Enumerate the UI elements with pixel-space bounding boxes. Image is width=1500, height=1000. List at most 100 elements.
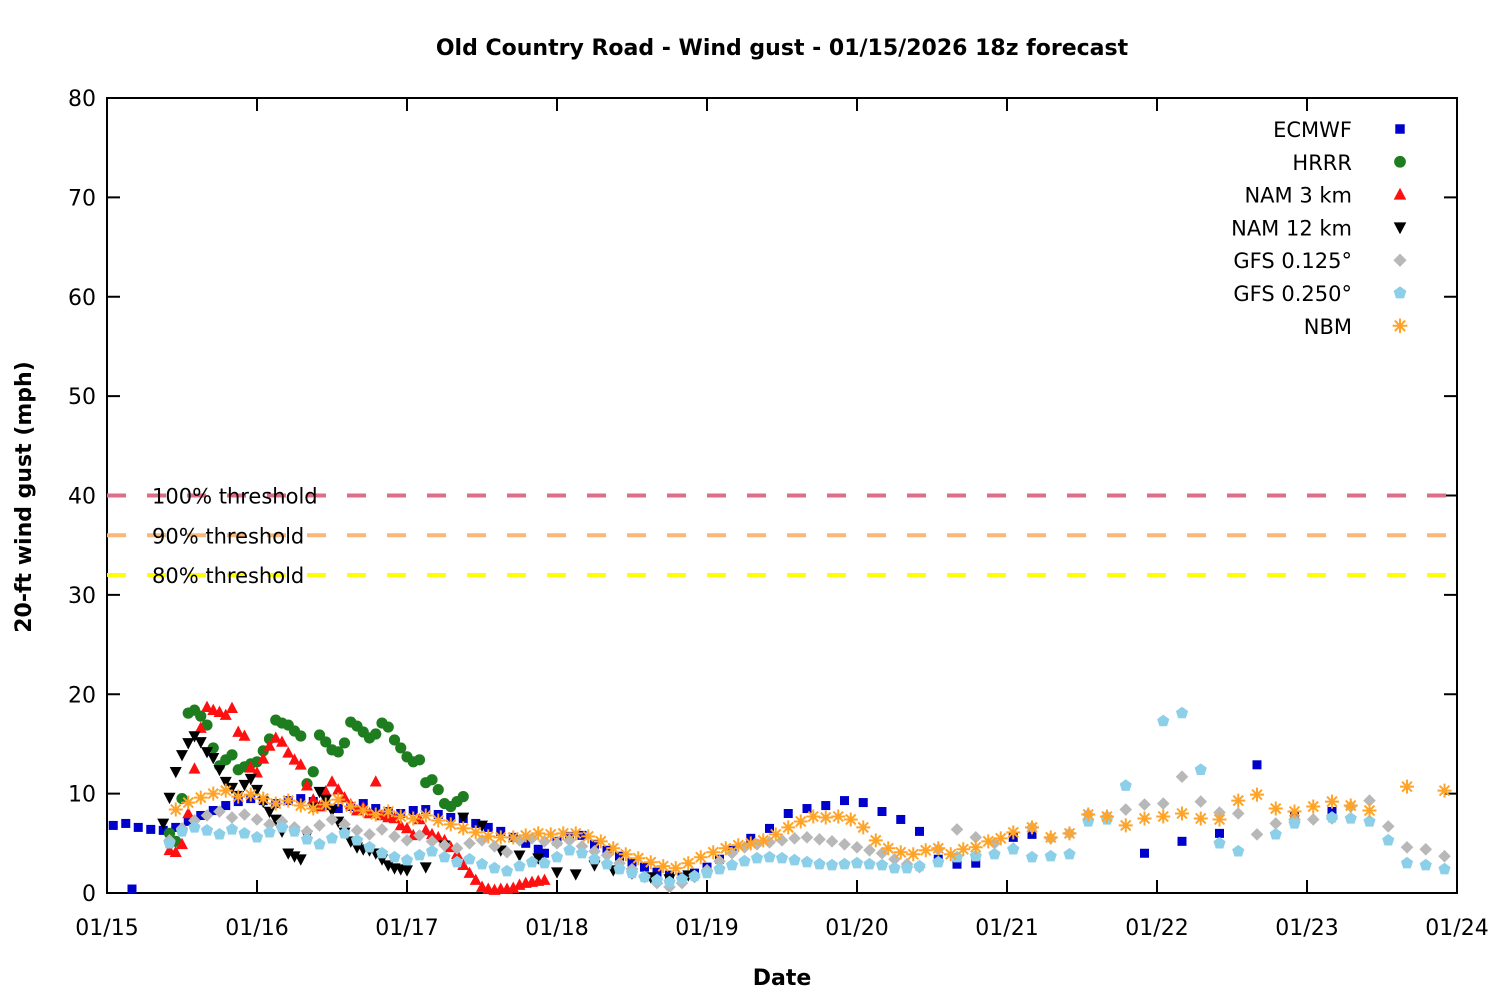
marker-asterisk — [906, 847, 921, 862]
marker-pentagon — [238, 826, 251, 839]
x-tick-label: 01/21 — [975, 916, 1038, 941]
marker-circle — [426, 774, 438, 786]
marker-diamond — [1438, 849, 1451, 863]
y-tick-label: 50 — [68, 385, 96, 410]
marker-triangle-down — [457, 812, 470, 824]
marker-diamond — [338, 818, 351, 831]
marker-pentagon — [250, 830, 264, 843]
marker-diamond — [1194, 795, 1208, 808]
marker-square — [471, 818, 481, 828]
marker-square — [627, 857, 637, 867]
marker-square — [1395, 124, 1405, 134]
marker-pentagon — [1325, 811, 1339, 823]
legend-item-nam-3-km: NAM 3 km — [1244, 184, 1407, 208]
marker-diamond — [1250, 828, 1264, 841]
marker-asterisk — [1306, 799, 1321, 814]
marker-diamond — [1138, 798, 1151, 811]
marker-square — [877, 807, 887, 817]
legend-item-hrrr: HRRR — [1292, 151, 1406, 175]
marker-pentagon — [700, 866, 714, 879]
marker-square — [1252, 760, 1262, 770]
marker-square — [158, 825, 168, 835]
marker-triangle-up — [232, 725, 245, 737]
marker-pentagon — [825, 858, 839, 871]
marker-asterisk — [943, 847, 958, 862]
marker-asterisk — [718, 841, 733, 856]
marker-square — [1140, 848, 1149, 858]
marker-diamond — [825, 835, 839, 848]
marker-triangle-up — [401, 821, 413, 834]
marker-triangle-down — [201, 747, 213, 759]
marker-diamond — [1381, 820, 1395, 833]
legend-label-hrrr: HRRR — [1292, 151, 1352, 175]
marker-asterisk — [493, 830, 508, 845]
marker-square — [483, 822, 493, 832]
marker-square — [952, 859, 962, 869]
marker-diamond — [863, 843, 876, 857]
marker-diamond — [450, 841, 464, 855]
marker-asterisk — [193, 790, 208, 805]
marker-pentagon — [900, 861, 914, 874]
marker-square — [765, 823, 774, 833]
marker-circle — [395, 742, 407, 754]
marker-square — [1215, 828, 1224, 838]
marker-circle — [370, 728, 382, 740]
marker-asterisk — [731, 838, 746, 853]
marker-pentagon — [613, 862, 626, 875]
marker-diamond — [263, 818, 276, 831]
marker-diamond — [425, 835, 439, 848]
marker-diamond — [325, 813, 339, 826]
marker-asterisk — [668, 861, 683, 876]
marker-pentagon — [363, 840, 376, 853]
marker-diamond — [888, 852, 901, 866]
marker-triangle-up — [276, 735, 288, 747]
marker-triangle-down — [182, 738, 195, 750]
marker-asterisk — [281, 793, 296, 808]
marker-asterisk — [431, 813, 446, 828]
marker-pentagon — [838, 857, 851, 870]
marker-pentagon — [375, 846, 389, 859]
marker-asterisk — [1043, 830, 1058, 845]
marker-pentagon — [738, 854, 751, 867]
marker-pentagon — [1269, 827, 1282, 840]
threshold-label-90-threshold: 90% threshold — [152, 524, 304, 548]
marker-pentagon — [438, 850, 451, 863]
legend-label-nam-3-km: NAM 3 km — [1244, 184, 1352, 208]
marker-asterisk — [418, 808, 433, 823]
marker-asterisk — [1137, 811, 1152, 826]
marker-pentagon — [1382, 833, 1395, 846]
marker-diamond — [800, 831, 814, 844]
marker-pentagon — [475, 857, 489, 870]
marker-triangle-down — [551, 867, 563, 879]
marker-square — [208, 806, 218, 816]
marker-square — [615, 851, 624, 861]
marker-triangle-down — [419, 862, 432, 874]
plot-content: 01/15 01/16 01/17 01/18 01/19 01/20 01/21 01/22… — [68, 87, 1489, 941]
marker-circle — [201, 719, 213, 731]
legend: ECMWF HRRR NAM 3 km NAM 12 km GFS 0.125° GFS … — [1231, 118, 1408, 339]
marker-asterisk — [1287, 804, 1302, 819]
marker-triangle-down — [176, 750, 188, 762]
marker-asterisk — [531, 826, 546, 841]
marker-asterisk — [293, 798, 308, 813]
marker-pentagon — [463, 852, 476, 865]
x-tick-label: 01/16 — [225, 916, 288, 941]
marker-asterisk — [618, 847, 633, 862]
marker-pentagon — [1025, 850, 1039, 863]
marker-diamond — [388, 830, 401, 843]
marker-pentagon — [325, 831, 339, 844]
marker-pentagon — [913, 859, 926, 872]
marker-triangle-up — [426, 827, 438, 840]
marker-asterisk — [1118, 818, 1133, 833]
series-hrrr — [163, 704, 469, 847]
marker-asterisk — [181, 795, 196, 810]
marker-asterisk — [506, 830, 521, 845]
marker-circle — [457, 791, 469, 803]
marker-triangle-up — [238, 729, 251, 741]
series-nbm — [168, 779, 1452, 876]
marker-pentagon — [638, 870, 651, 883]
marker-diamond — [438, 839, 451, 852]
legend-label-nbm: NBM — [1304, 315, 1352, 339]
